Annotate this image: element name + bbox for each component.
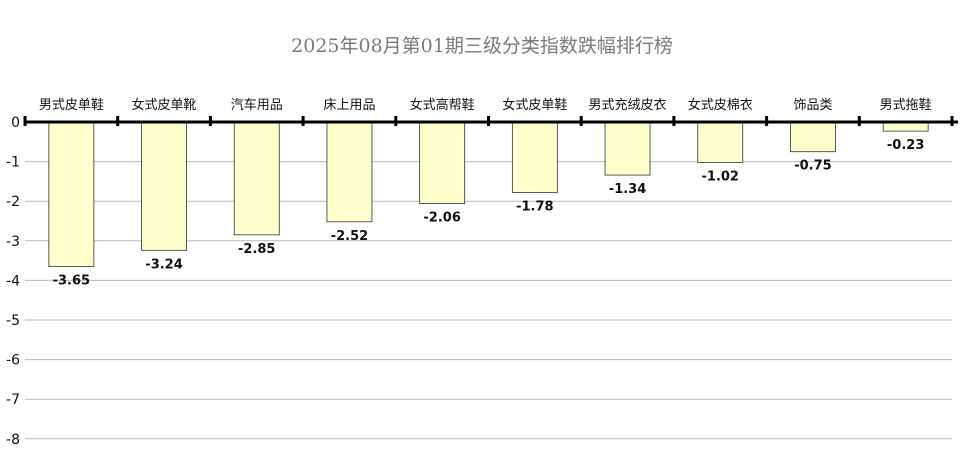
chart-title: 2025年08月第01期三级分类指数跌幅排行榜 bbox=[291, 35, 673, 57]
y-tick-label: 0 bbox=[11, 115, 20, 131]
y-tick-label: -7 bbox=[6, 392, 20, 408]
data-label: -2.06 bbox=[423, 211, 460, 226]
data-label: -3.65 bbox=[53, 274, 90, 289]
y-tick-label: -3 bbox=[6, 234, 20, 250]
y-tick-label: -1 bbox=[6, 155, 20, 171]
x-tick-label: 男式拖鞋 bbox=[880, 97, 932, 113]
bar bbox=[419, 121, 466, 204]
data-label: -0.23 bbox=[887, 138, 924, 153]
x-tick-label: 饰品类 bbox=[793, 98, 832, 113]
x-tick-label: 床上用品 bbox=[323, 98, 375, 113]
y-tick-label: -6 bbox=[6, 353, 20, 369]
x-tick-label: 女式皮单靴 bbox=[132, 97, 197, 113]
y-tick-label: -4 bbox=[6, 273, 20, 289]
bar bbox=[326, 121, 373, 223]
data-label: -0.75 bbox=[794, 159, 831, 174]
x-tick-label: 汽车用品 bbox=[231, 97, 283, 113]
bar bbox=[48, 121, 95, 267]
x-tick-label: 男式充绒皮衣 bbox=[589, 97, 667, 113]
bar bbox=[141, 121, 187, 251]
data-label: -2.85 bbox=[238, 242, 275, 257]
y-tick-label: -8 bbox=[6, 432, 20, 448]
data-label: -2.52 bbox=[331, 229, 368, 244]
x-tick-label: 女式皮单鞋 bbox=[502, 97, 567, 113]
data-label: -1.02 bbox=[702, 169, 739, 184]
bar bbox=[511, 121, 558, 193]
data-label: -3.24 bbox=[145, 257, 182, 272]
x-tick-label: 女式高帮鞋 bbox=[410, 97, 475, 113]
data-label: -1.78 bbox=[516, 199, 553, 214]
bar bbox=[604, 121, 651, 176]
data-label: -1.34 bbox=[609, 182, 646, 197]
bar bbox=[233, 121, 280, 236]
bar bbox=[790, 121, 836, 153]
bar bbox=[697, 121, 744, 163]
x-tick-label: 男式皮单鞋 bbox=[39, 97, 104, 113]
y-tick-label: -5 bbox=[6, 313, 20, 329]
y-tick-label: -2 bbox=[6, 194, 20, 210]
x-tick-label: 女式皮棉衣 bbox=[688, 97, 753, 113]
